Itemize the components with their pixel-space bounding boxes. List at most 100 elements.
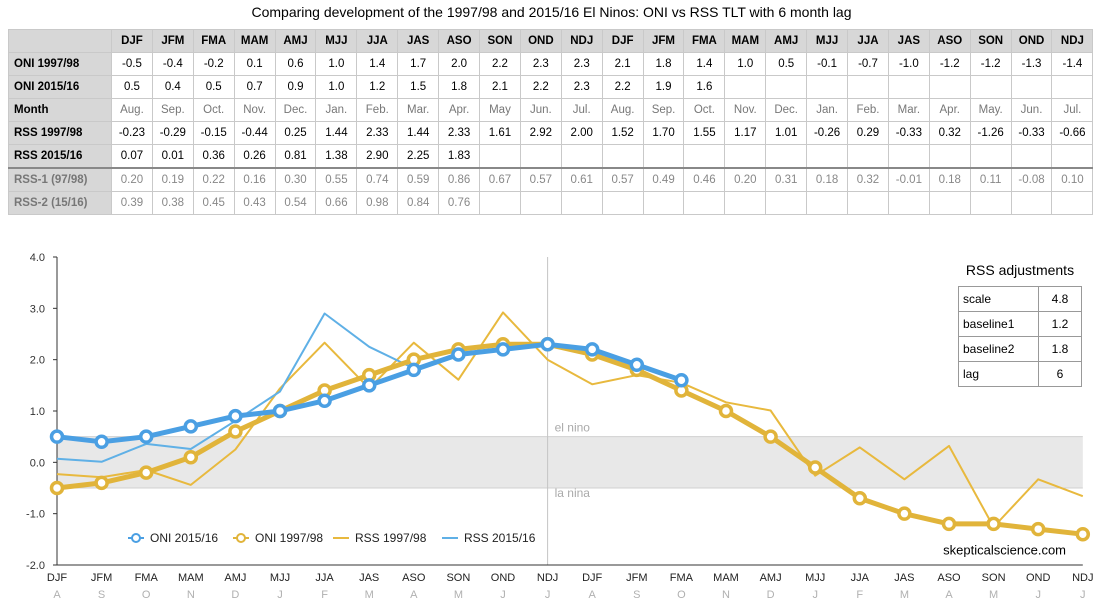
table-cell <box>765 144 808 169</box>
table-cell: 2.00 <box>560 121 603 145</box>
table-cell <box>928 144 971 169</box>
table-cell: 0.10 <box>1051 167 1094 192</box>
table-cell: 2.33 <box>356 121 399 145</box>
table-cell: 0.49 <box>642 167 685 192</box>
table-cell: Jun. <box>519 98 562 122</box>
table-cell: Mar. <box>887 98 930 122</box>
legend-label: ONI 1997/98 <box>255 531 323 545</box>
table-cell: Feb. <box>356 98 399 122</box>
table-cell: 1.0 <box>315 75 358 99</box>
x-month-label: A <box>410 589 418 601</box>
table-cell: 0.98 <box>356 191 399 215</box>
x-tick-label: FMA <box>135 572 159 584</box>
table-cell: 1.4 <box>683 52 726 76</box>
table-cell: 2.92 <box>519 121 562 145</box>
table-cell: 1.38 <box>315 144 358 169</box>
table-cell: 0.55 <box>315 167 358 192</box>
x-month-label: S <box>98 589 105 601</box>
adjustment-row: baseline2 1.8 <box>958 336 1082 362</box>
table-cell <box>765 191 808 215</box>
table-cell: 0.43 <box>233 191 276 215</box>
table-cell: 0.57 <box>519 167 562 192</box>
table-cell: 0.5 <box>111 75 153 99</box>
table-cell <box>560 191 603 215</box>
y-tick-label: 4.0 <box>30 252 45 264</box>
table-cell: 2.90 <box>356 144 399 169</box>
data-table: DJF JFM FMA MAM AMJ MJJ JJA JAS ASO SON OND NDJ DJF J… <box>8 29 1094 215</box>
x-month-label: J <box>812 589 818 601</box>
table-cell <box>519 191 562 215</box>
table-cell <box>683 144 726 169</box>
table-cell: 0.84 <box>397 191 440 215</box>
table-cell: Jul. <box>560 98 603 122</box>
table-cell <box>1051 75 1094 99</box>
table-cell: 0.16 <box>233 167 276 192</box>
table-cell <box>969 75 1012 99</box>
x-month-label: A <box>945 589 953 601</box>
data-point <box>629 357 645 373</box>
x-tick-label: SON <box>446 572 470 584</box>
table-column-header: JAS <box>887 29 930 53</box>
x-tick-label: DJF <box>582 572 602 584</box>
table-cell <box>724 144 767 169</box>
table-row-label: RSS-2 (15/16) <box>8 191 112 215</box>
table-row: RSS 2015/16 0.07 0.01 0.36 0.26 0.81 1.38 2.90 2… <box>8 144 1094 169</box>
table-column-header: JFM <box>151 29 194 53</box>
table-cell: -0.33 <box>1010 121 1053 145</box>
x-tick-label: NDJ <box>537 572 558 584</box>
y-tick-label: 3.0 <box>30 303 45 315</box>
x-month-label: M <box>365 589 374 601</box>
la-nina-label: la nina <box>555 486 591 500</box>
table-column-header: JJA <box>356 29 399 53</box>
data-point <box>49 480 65 496</box>
table-cell: 2.1 <box>601 52 644 76</box>
table-cell: Aug. <box>601 98 644 122</box>
table-cell <box>847 144 889 169</box>
credit-label: skepticalscience.com <box>943 543 1066 558</box>
table-column-header: ASO <box>438 29 481 53</box>
data-point <box>540 337 555 352</box>
table-cell: 0.5 <box>192 75 235 99</box>
table-cell: -1.2 <box>969 52 1012 76</box>
data-point <box>228 408 243 424</box>
data-point <box>183 419 199 434</box>
x-tick-label: AMJ <box>224 572 246 584</box>
table-cell: 0.45 <box>192 191 235 215</box>
table-row: RSS 1997/98 -0.23 -0.29 -0.15 -0.44 0.25 1.44 2… <box>8 121 1094 145</box>
table-cell: -0.26 <box>806 121 849 145</box>
table-cell <box>519 144 562 169</box>
rss-adjustments-table: scale 4.8 baseline1 1.2 baseline2 1.8 lag 6 <box>958 286 1082 387</box>
data-point <box>674 372 689 388</box>
series-line-oni-1997-98 <box>56 341 1084 537</box>
table-cell: 1.17 <box>724 121 767 145</box>
table-cell <box>806 191 849 215</box>
table-cell: 1.52 <box>601 121 644 145</box>
table-column-header: FMA <box>683 29 726 53</box>
data-point <box>272 403 288 419</box>
table-cell: Oct. <box>192 98 235 122</box>
x-tick-label: ASO <box>937 572 961 584</box>
table-cell: Oct. <box>683 98 726 122</box>
table-cell: -0.08 <box>1010 167 1053 192</box>
data-point <box>94 434 109 450</box>
table-cell: 0.7 <box>233 75 276 99</box>
x-tick-label: JFM <box>626 572 647 584</box>
line-chart: 4.03.02.01.00.0-1.0-2.0DJFAJFMSFMAOMAMNA… <box>26 252 1093 601</box>
data-point <box>138 465 154 480</box>
table-row: Month Aug. Sep. Oct. Nov. Dec. Jan. Feb. Mar. Apr… <box>8 98 1094 122</box>
table-cell: -0.23 <box>111 121 153 145</box>
adjustment-label: baseline2 <box>958 336 1039 362</box>
y-tick-label: 1.0 <box>30 406 45 418</box>
x-month-label: D <box>231 589 239 601</box>
table-cell: 1.7 <box>397 52 440 76</box>
table-cell: 0.76 <box>438 191 481 215</box>
table-cell: May. <box>969 98 1012 122</box>
table-cell: 0.67 <box>479 167 521 192</box>
x-month-label: M <box>900 589 909 601</box>
table-cell: 0.31 <box>765 167 808 192</box>
table-cell: 0.59 <box>397 167 440 192</box>
neutral-band <box>57 436 1083 488</box>
table-row-label: RSS 1997/98 <box>8 121 112 145</box>
table-column-header: FMA <box>192 29 235 53</box>
table-cell: 2.2 <box>479 52 521 76</box>
